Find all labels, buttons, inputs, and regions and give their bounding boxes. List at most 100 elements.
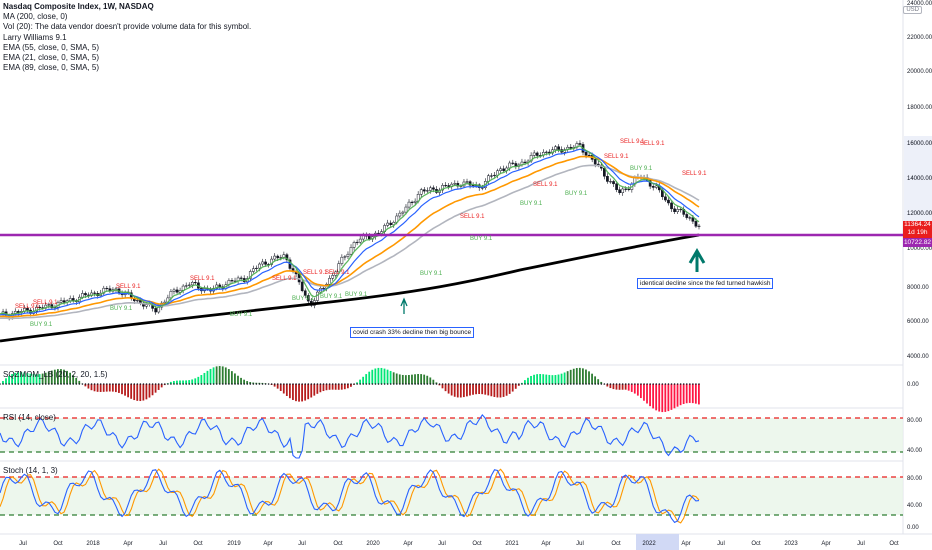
indicator-larry-williams[interactable]: Larry Williams 9.1 bbox=[3, 32, 67, 42]
y-axis-label: 18000.00 bbox=[907, 105, 932, 111]
x-axis-label: Jul bbox=[717, 541, 725, 547]
bar-countdown: 1d 19h bbox=[907, 228, 928, 236]
y-axis-label: 8000.00 bbox=[907, 285, 929, 291]
y-axis-label: 12000.00 bbox=[907, 211, 932, 217]
y-axis-stoch-label: 80.00 bbox=[907, 476, 923, 482]
last-price-tag: 11364.24 1d 19h bbox=[903, 221, 932, 238]
sell-signal-label: SELL 9.1 bbox=[325, 270, 350, 276]
y-axis-label: 4000.00 bbox=[907, 354, 929, 360]
x-axis-label: Apr bbox=[541, 541, 550, 547]
sell-signal-label: SELL 9.1 bbox=[604, 154, 629, 160]
sell-signal-label: SELL 9.1 bbox=[640, 141, 665, 147]
ma200-line bbox=[0, 233, 700, 343]
x-axis-label: Oct bbox=[611, 541, 621, 547]
price-range-highlight bbox=[904, 136, 932, 224]
ema21-line bbox=[0, 148, 700, 317]
buy-signal-label: BUY 9.1 bbox=[30, 322, 53, 328]
x-axis-label: Jul bbox=[438, 541, 446, 547]
buy-signal-label: BUY 9.1 bbox=[230, 312, 253, 318]
x-axis-label: Oct bbox=[193, 541, 203, 547]
x-axis-label: Oct bbox=[472, 541, 482, 547]
x-axis-label: Jul bbox=[19, 541, 27, 547]
sell-signal-label: SELL 9.1 bbox=[620, 139, 645, 145]
y-axis-label: 10000.00 bbox=[907, 246, 932, 252]
indicator-ema89[interactable]: EMA (89, close, 0, SMA, 5) bbox=[3, 63, 100, 73]
sell-signal-label: SELL 9.1 bbox=[460, 214, 485, 220]
buy-signal-label: BUY 9.1 bbox=[320, 294, 343, 300]
chart-legend: Nasdaq Composite Index, 1W, NASDAQ MA (2… bbox=[3, 2, 251, 73]
y-axis-stoch-label: 0.00 bbox=[907, 525, 919, 531]
y-axis-sqz-label: 0.00 bbox=[907, 382, 919, 388]
fast-ema-line bbox=[0, 145, 700, 316]
buy-signal-label: BUY 9.1 bbox=[520, 201, 543, 207]
x-axis-label: Oct bbox=[333, 541, 343, 547]
x-axis-label: 2022 bbox=[642, 541, 656, 547]
x-axis-label: 2021 bbox=[505, 541, 519, 547]
y-axis-label: 20000.00 bbox=[907, 69, 932, 75]
y-axis-label: 16000.00 bbox=[907, 141, 932, 147]
x-axis-label: 2018 bbox=[86, 541, 100, 547]
x-axis-label: Oct bbox=[751, 541, 761, 547]
sqzmom-label[interactable]: SQZMOM_LB (20, 2, 20, 1.5) bbox=[3, 370, 108, 379]
x-axis-label: Apr bbox=[821, 541, 830, 547]
rsi-band bbox=[0, 418, 903, 452]
buy-signal-label: BUY 9.1 bbox=[565, 191, 588, 197]
currency-badge[interactable]: USD bbox=[903, 6, 922, 14]
x-axis-label: Apr bbox=[681, 541, 690, 547]
buy-signal-label: BUY 9.1 bbox=[110, 306, 133, 312]
rsi-label[interactable]: RSI (14, close) bbox=[3, 413, 56, 422]
indicator-volume[interactable]: Vol (20): The data vendor doesn't provid… bbox=[3, 22, 252, 32]
rsi-line bbox=[0, 414, 700, 459]
arrow-up-icon bbox=[400, 297, 408, 314]
sqzmom-histogram bbox=[0, 366, 700, 413]
y-axis-label: 22000.00 bbox=[907, 35, 932, 41]
x-axis-label: Jul bbox=[159, 541, 167, 547]
x-axis-label: Jul bbox=[576, 541, 584, 547]
x-axis-label: 2023 bbox=[784, 541, 798, 547]
y-axis-label: 24000.00 bbox=[907, 1, 932, 7]
y-axis-label: 14000.00 bbox=[907, 176, 932, 182]
y-axis-stoch-label: 40.00 bbox=[907, 503, 923, 509]
sell-signal-label: SELL 9.1 bbox=[116, 284, 141, 290]
x-axis-label: Oct bbox=[53, 541, 63, 547]
x-axis-label: 2019 bbox=[227, 541, 241, 547]
x-axis-label: 2020 bbox=[366, 541, 380, 547]
buy-signal-label: BUY 9.1 bbox=[630, 166, 653, 172]
y-axis-rsi-label: 80.00 bbox=[907, 418, 923, 424]
covid-annotation[interactable]: covid crash 33% decline then big bounce bbox=[350, 327, 475, 338]
symbol-title[interactable]: Nasdaq Composite Index, 1W, NASDAQ bbox=[3, 2, 154, 11]
arrow-up-icon bbox=[688, 248, 706, 272]
x-axis-label: Apr bbox=[263, 541, 272, 547]
fed-annotation[interactable]: identical decline since the fed turned h… bbox=[637, 278, 774, 289]
sell-signal-label: SELL 9.1 bbox=[15, 304, 40, 310]
ema89-line bbox=[0, 164, 700, 320]
y-axis-label: 6000.00 bbox=[907, 319, 929, 325]
x-axis-label: Apr bbox=[403, 541, 412, 547]
x-axis-label: Jul bbox=[857, 541, 865, 547]
stoch-label[interactable]: Stoch (14, 1, 3) bbox=[3, 466, 58, 475]
buy-signal-label: BUY 9.1 bbox=[420, 271, 443, 277]
stoch-d-line bbox=[0, 468, 700, 524]
sell-signal-label: SELL 9.1 bbox=[533, 182, 558, 188]
x-axis-range-highlight bbox=[636, 534, 679, 550]
buy-signal-label: BUY 9.1 bbox=[292, 296, 315, 302]
ema55-line bbox=[0, 155, 700, 318]
x-axis-label: Apr bbox=[123, 541, 132, 547]
indicator-ma200[interactable]: MA (200, close, 0) bbox=[3, 12, 68, 22]
y-axis-rsi-label: 40.00 bbox=[907, 448, 923, 454]
buy-signal-label: BUY 9.1 bbox=[345, 292, 368, 298]
indicator-ema21[interactable]: EMA (21, close, 0, SMA, 5) bbox=[3, 53, 100, 63]
ma200-price-tag: 10722.82 bbox=[903, 238, 932, 247]
sell-signal-label: SELL 9.1 bbox=[682, 171, 707, 177]
sell-signal-label: SELL 9.1 bbox=[272, 276, 297, 282]
x-axis-label: Oct bbox=[889, 541, 899, 547]
sell-signal-label: SELL 9.1 bbox=[33, 300, 58, 306]
buy-signal-label: BUY 9.1 bbox=[470, 236, 493, 242]
stoch-k-line bbox=[0, 469, 700, 524]
last-price-value: 11364.24 bbox=[904, 221, 931, 228]
indicator-ema55[interactable]: EMA (55, close, 0, SMA, 5) bbox=[3, 42, 100, 52]
sell-signal-label: SELL 9.1 bbox=[303, 270, 328, 276]
sell-signal-label: SELL 9.1 bbox=[190, 276, 215, 282]
x-axis-label: Jul bbox=[298, 541, 306, 547]
